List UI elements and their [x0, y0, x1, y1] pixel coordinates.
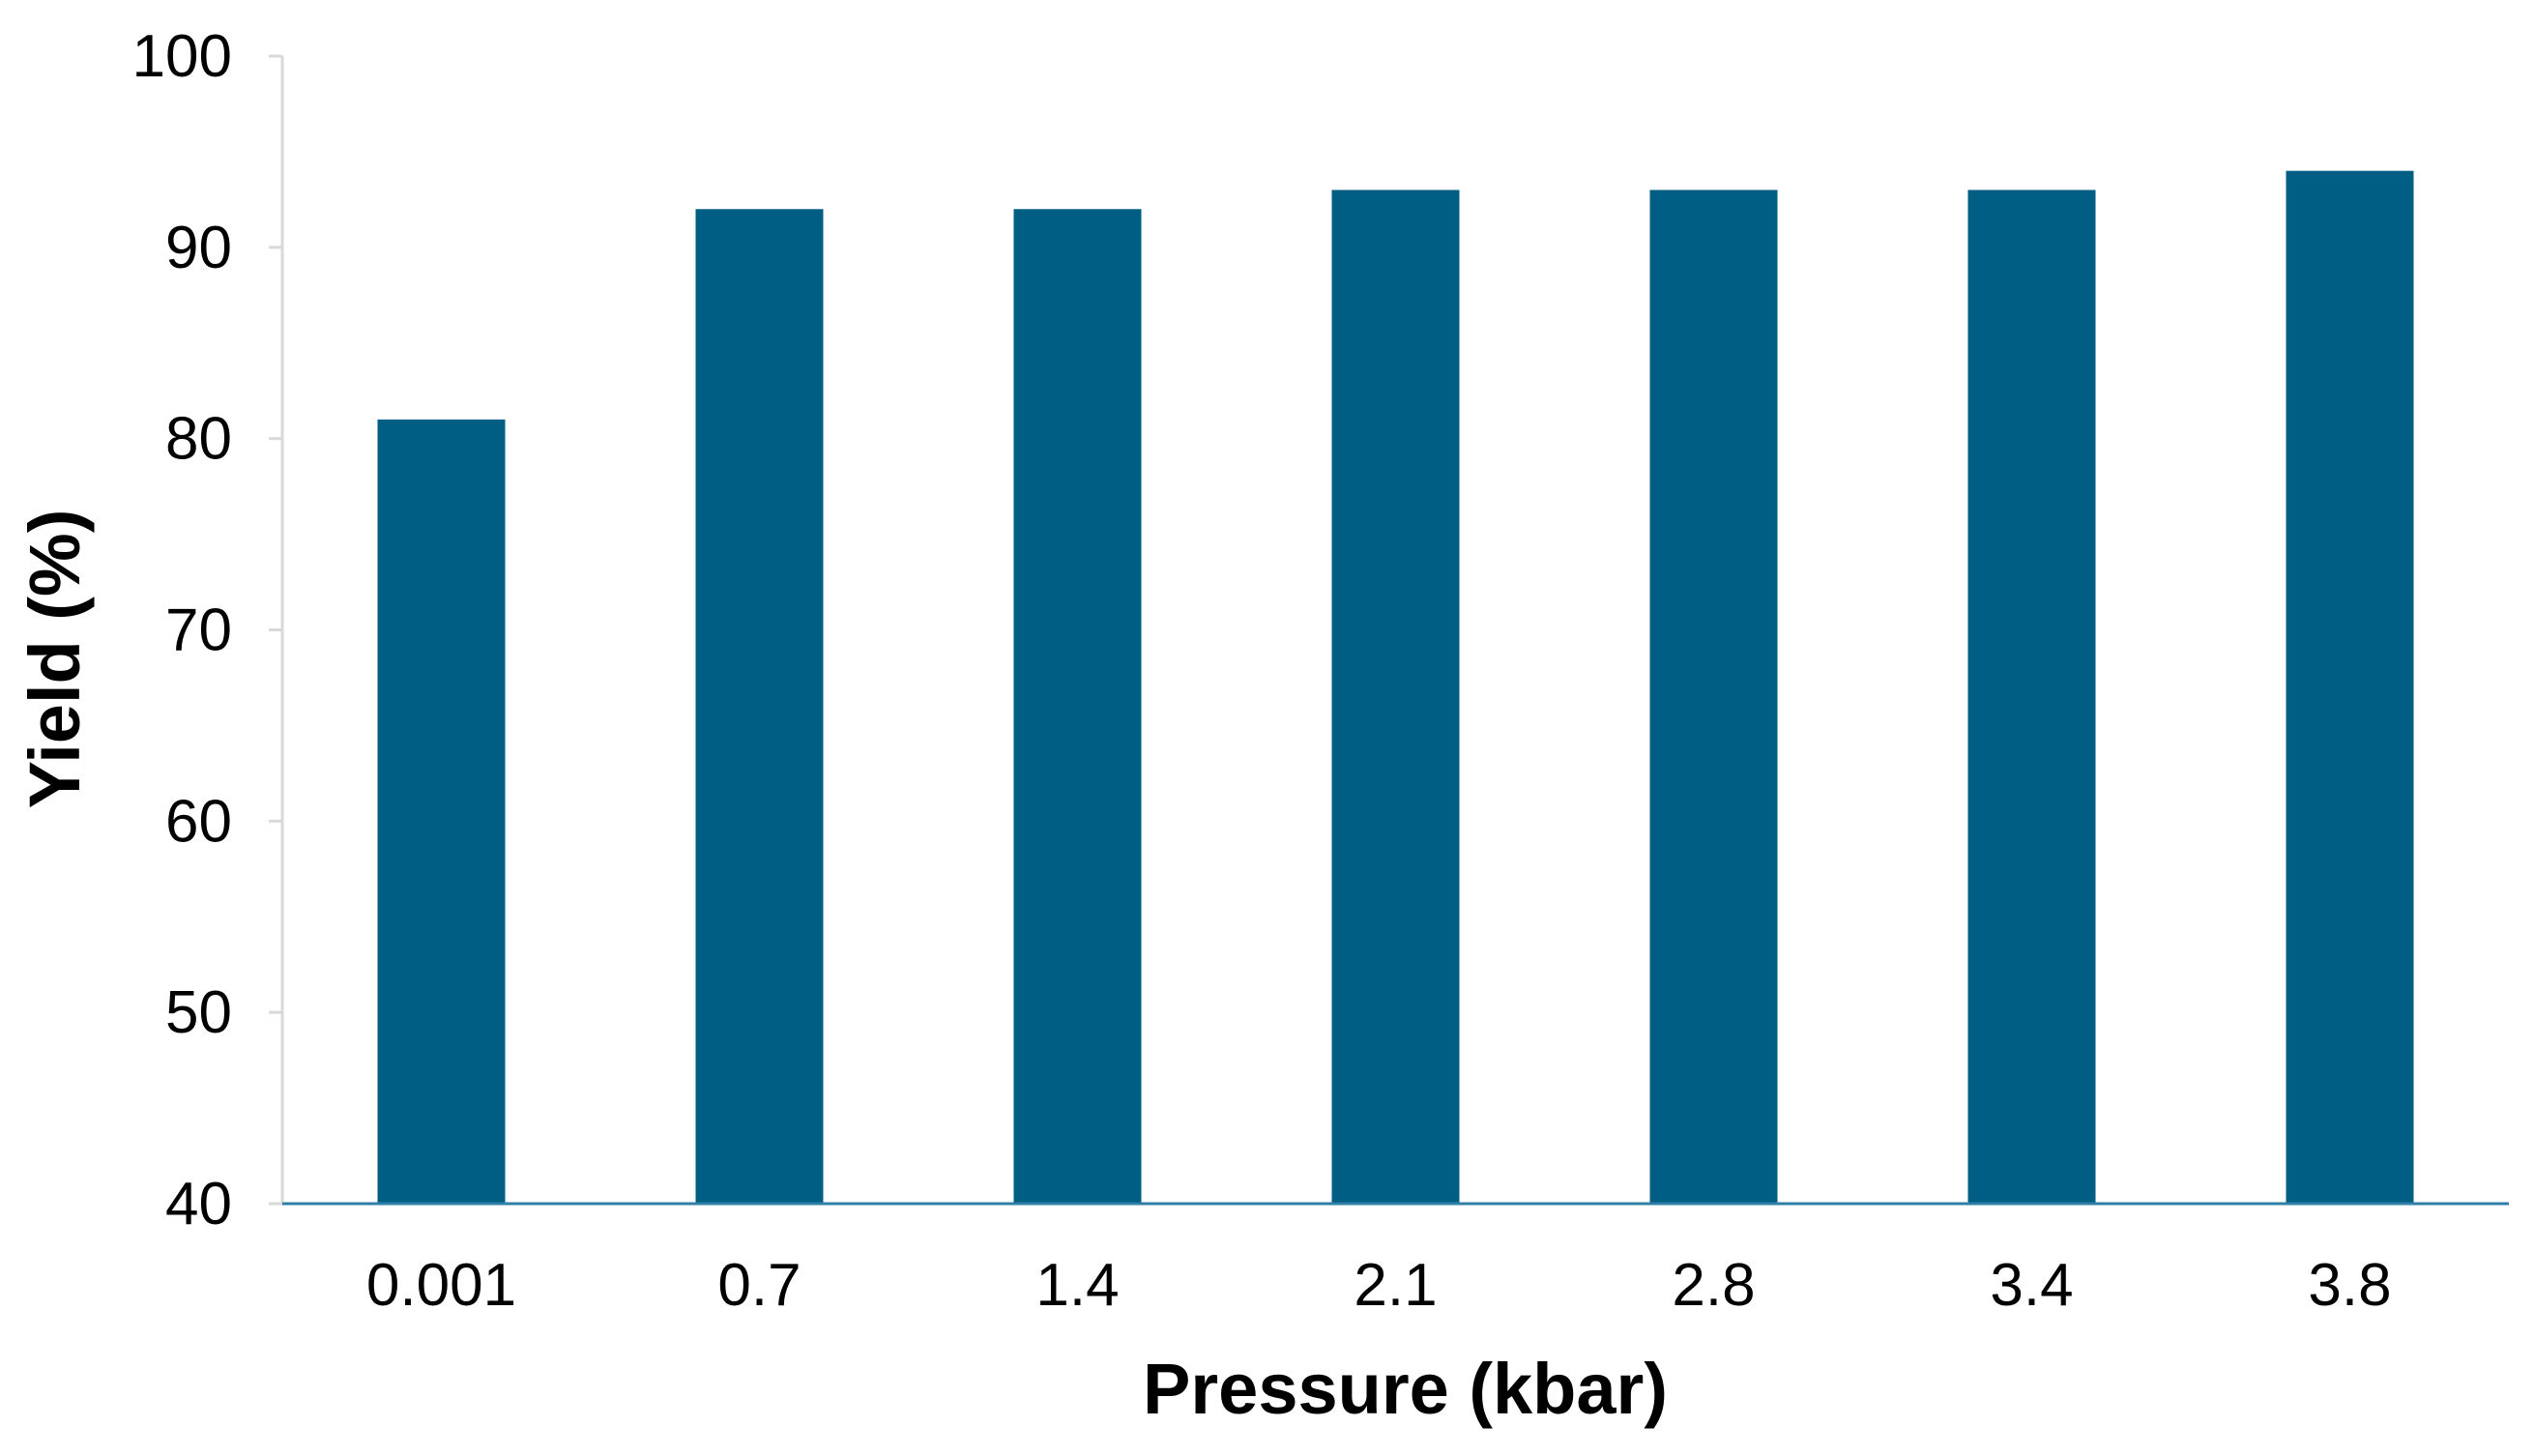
bar-0.7 — [695, 209, 824, 1205]
x-tick-label: 3.4 — [1990, 1252, 2073, 1319]
y-tick-label: 100 — [132, 23, 232, 90]
x-tick-label: 2.1 — [1354, 1252, 1437, 1319]
y-tick-label: 90 — [165, 215, 232, 281]
y-tick-label: 60 — [165, 788, 232, 855]
bars-group — [377, 170, 2414, 1205]
x-tick-label: 0.001 — [366, 1252, 516, 1319]
y-tick-label: 80 — [165, 406, 232, 473]
y-axis: 40 50 60 70 80 90 100 — [132, 23, 284, 1238]
x-tick-label: 3.8 — [2308, 1252, 2391, 1319]
x-axis-title: Pressure (kbar) — [1143, 1349, 1668, 1429]
x-axis: 0.001 0.7 1.4 2.1 2.8 3.4 3.8 — [282, 1202, 2509, 1319]
x-tick-label: 2.8 — [1672, 1252, 1755, 1319]
bar-3.4 — [1967, 189, 2096, 1204]
x-tick-label: 1.4 — [1035, 1252, 1119, 1319]
bar-0.001 — [377, 419, 506, 1205]
y-tick-label: 50 — [165, 979, 232, 1046]
bar-2.1 — [1331, 189, 1460, 1204]
y-tick-label: 70 — [165, 597, 232, 664]
y-tick-label: 40 — [165, 1171, 232, 1238]
y-axis-title: Yield (%) — [15, 510, 95, 809]
bar-1.4 — [1013, 209, 1142, 1205]
x-tick-label: 0.7 — [717, 1252, 801, 1319]
bar-3.8 — [2286, 170, 2414, 1205]
bar-2.8 — [1649, 189, 1778, 1204]
